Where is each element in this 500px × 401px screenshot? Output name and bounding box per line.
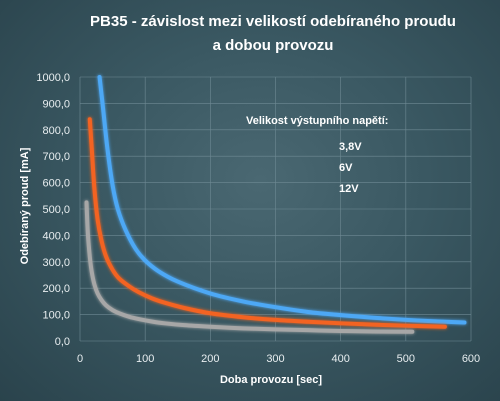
x-tick-label: 300 xyxy=(266,353,284,365)
y-tick-label: 800,0 xyxy=(42,125,70,137)
y-tick-label: 500,0 xyxy=(42,204,70,216)
series-line-2 xyxy=(84,200,415,334)
x-tick-label: 200 xyxy=(201,353,219,365)
x-tick-label: 500 xyxy=(397,353,415,365)
y-axis-ticks: 0,0 100,0 200,0 300,0 400,0 500,0 600,0 700,0 80… xyxy=(36,72,70,348)
y-tick-label: 300,0 xyxy=(42,257,70,269)
x-axis-ticks: 0 100 200 300 400 500 600 xyxy=(77,353,480,365)
y-tick-label: 400,0 xyxy=(42,230,70,242)
legend: 3,8V 6V 12V xyxy=(311,141,362,195)
y-tick-label: 200,0 xyxy=(42,283,70,295)
legend-label: 3,8V xyxy=(339,141,362,153)
x-tick-label: 100 xyxy=(136,353,154,365)
y-tick-label: 0,0 xyxy=(55,336,70,348)
x-tick-label: 0 xyxy=(77,353,83,365)
y-axis-title: Odebíraný proud [mA] xyxy=(19,147,31,264)
y-tick-label: 100,0 xyxy=(42,310,70,322)
x-axis-title: Doba provozu [sec] xyxy=(220,374,322,386)
series-lines xyxy=(84,75,467,334)
y-tick-label: 600,0 xyxy=(42,178,70,190)
legend-label: 12V xyxy=(339,183,359,195)
series-line-1 xyxy=(87,117,447,329)
x-tick-label: 600 xyxy=(462,353,480,365)
y-tick-label: 1000,0 xyxy=(36,72,70,84)
series-line-0 xyxy=(97,75,467,325)
y-tick-label: 700,0 xyxy=(42,151,70,163)
gridlines xyxy=(79,76,472,342)
legend-label: 6V xyxy=(339,162,353,174)
chart-title-line-1: PB35 - závislost mezi velikostí odebíran… xyxy=(90,13,456,30)
legend-title: Velikost výstupního napětí: xyxy=(246,115,388,127)
chart-title-line-2: a dobou provozu xyxy=(213,37,334,54)
y-tick-label: 900,0 xyxy=(42,98,70,110)
x-tick-label: 400 xyxy=(331,353,349,365)
